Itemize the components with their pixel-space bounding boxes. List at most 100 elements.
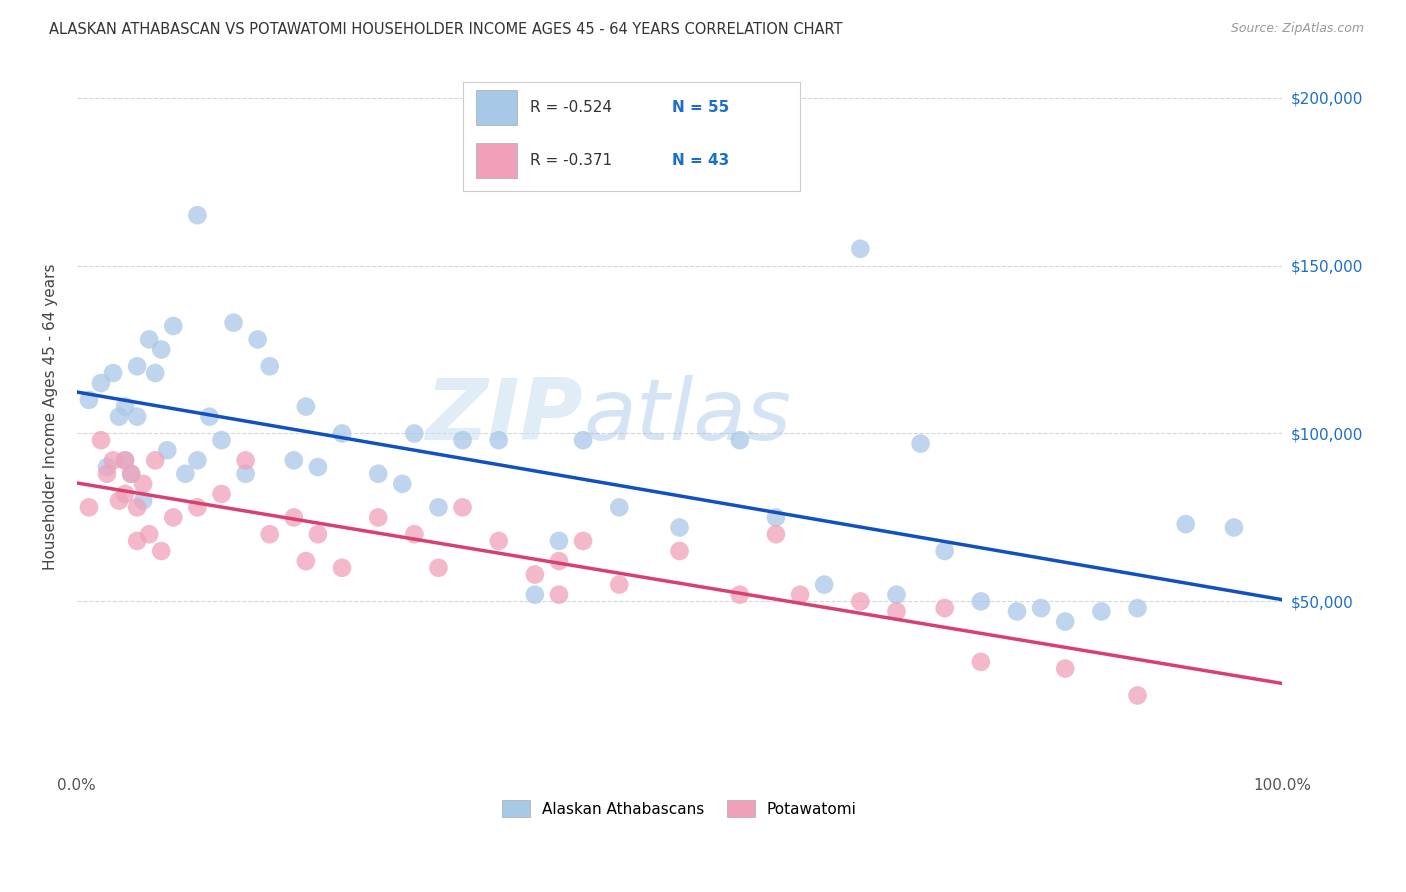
Point [970, 594, 993, 608]
Point [127, 500, 149, 515]
Point [186, 208, 208, 222]
Point [307, 460, 329, 475]
Point [96, 467, 118, 481]
Point [143, 453, 166, 467]
Point [728, 433, 751, 447]
Point [174, 467, 197, 481]
Point [162, 318, 184, 333]
Point [934, 544, 956, 558]
Point [90, 433, 112, 447]
Point [307, 527, 329, 541]
Point [150, 343, 173, 357]
Point [259, 527, 281, 541]
Point [813, 577, 835, 591]
Point [367, 467, 389, 481]
Point [198, 409, 221, 424]
Point [404, 527, 426, 541]
Point [765, 510, 787, 524]
Point [427, 561, 450, 575]
Point [143, 366, 166, 380]
Point [295, 400, 318, 414]
Point [607, 500, 630, 515]
Point [1029, 601, 1052, 615]
Text: Source: ZipAtlas.com: Source: ZipAtlas.com [1230, 22, 1364, 36]
Point [211, 487, 233, 501]
Point [108, 409, 131, 424]
Point [283, 510, 305, 524]
Point [330, 561, 353, 575]
Point [150, 544, 173, 558]
Point [127, 533, 149, 548]
Point [1090, 604, 1112, 618]
Point [849, 242, 872, 256]
Point [127, 409, 149, 424]
Point [90, 376, 112, 390]
Point [765, 527, 787, 541]
Point [101, 366, 124, 380]
Text: ZIP: ZIP [426, 376, 583, 458]
Point [330, 426, 353, 441]
Point [886, 588, 908, 602]
Point [404, 426, 426, 441]
Point [235, 467, 257, 481]
Text: ALASKAN ATHABASCAN VS POTAWATOMI HOUSEHOLDER INCOME AGES 45 - 64 YEARS CORRELATI: ALASKAN ATHABASCAN VS POTAWATOMI HOUSEHO… [49, 22, 842, 37]
Point [391, 476, 413, 491]
Point [1223, 520, 1246, 534]
Point [211, 433, 233, 447]
Point [1126, 689, 1149, 703]
Point [132, 493, 155, 508]
Point [488, 433, 510, 447]
Point [156, 443, 179, 458]
Point [1005, 604, 1028, 618]
Point [728, 588, 751, 602]
Point [523, 588, 546, 602]
Point [77, 500, 100, 515]
Point [77, 392, 100, 407]
Point [451, 500, 474, 515]
Point [572, 533, 595, 548]
Point [548, 554, 571, 568]
Point [1174, 517, 1197, 532]
Point [668, 520, 690, 534]
Point [186, 453, 208, 467]
Point [970, 655, 993, 669]
Point [114, 487, 136, 501]
Y-axis label: Householder Income Ages 45 - 64 years: Householder Income Ages 45 - 64 years [44, 263, 58, 570]
Point [246, 333, 269, 347]
Point [849, 594, 872, 608]
Point [548, 588, 571, 602]
Point [101, 453, 124, 467]
Point [96, 460, 118, 475]
Point [235, 453, 257, 467]
Point [132, 476, 155, 491]
Point [127, 359, 149, 374]
Point [295, 554, 318, 568]
Point [607, 577, 630, 591]
Point [138, 333, 160, 347]
Point [789, 588, 811, 602]
Point [259, 359, 281, 374]
Point [138, 527, 160, 541]
Point [1054, 615, 1077, 629]
Point [114, 400, 136, 414]
Point [572, 433, 595, 447]
Point [114, 453, 136, 467]
Point [120, 467, 142, 481]
Point [162, 510, 184, 524]
Legend: Alaskan Athabascans, Potawatomi: Alaskan Athabascans, Potawatomi [495, 792, 865, 825]
Point [886, 604, 908, 618]
Point [222, 316, 245, 330]
Point [114, 453, 136, 467]
Point [1054, 662, 1077, 676]
Point [488, 533, 510, 548]
Point [523, 567, 546, 582]
Point [283, 453, 305, 467]
Point [186, 500, 208, 515]
Point [910, 436, 932, 450]
Point [668, 544, 690, 558]
Point [367, 510, 389, 524]
Point [427, 500, 450, 515]
Point [548, 533, 571, 548]
Text: atlas: atlas [583, 376, 792, 458]
Point [120, 467, 142, 481]
